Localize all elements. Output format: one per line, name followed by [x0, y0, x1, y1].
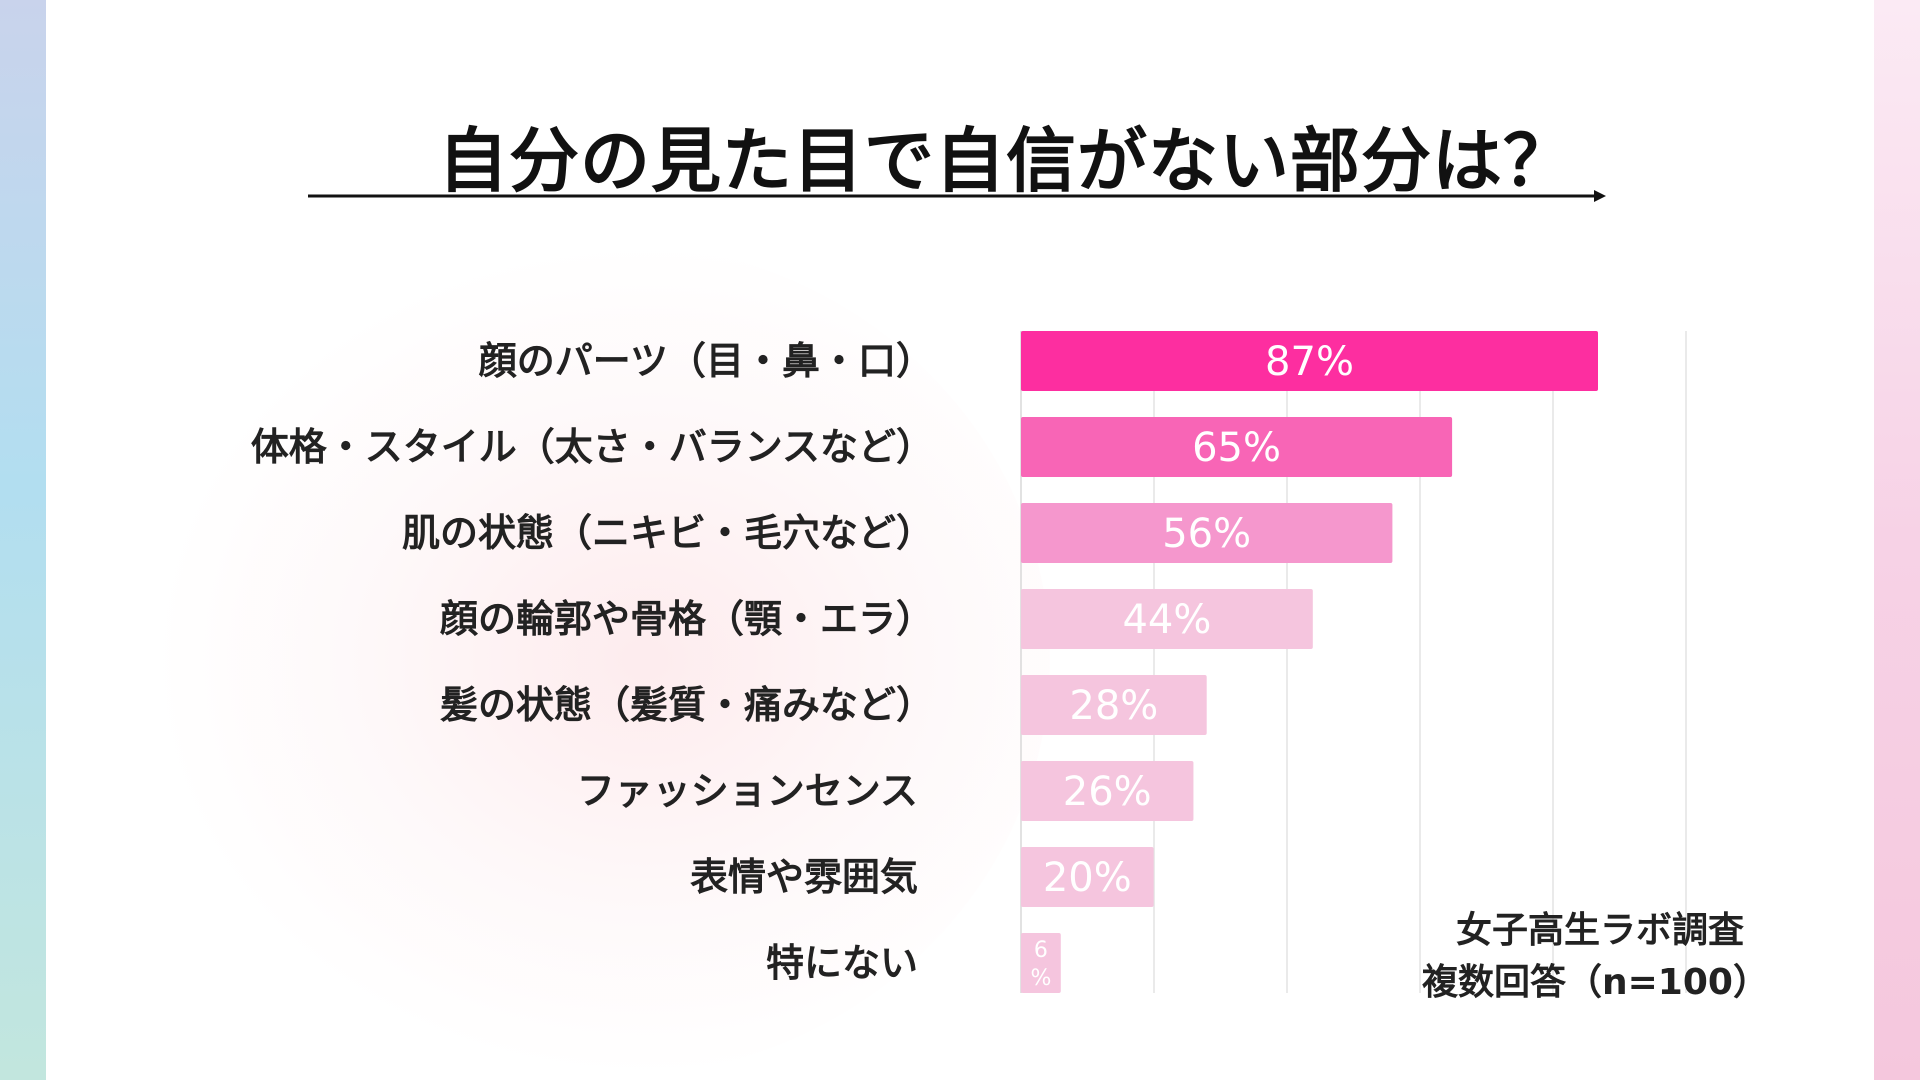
- page-title: 自分の見た目で自信がない部分は？: [438, 120, 1574, 202]
- bar-1: [1021, 417, 1453, 477]
- category-label-0: 顔のパーツ（目・鼻・口）: [479, 339, 934, 383]
- category-label-7: 特にない: [766, 941, 918, 985]
- category-label-4: 髪の状態（髪質・痛みなど）: [440, 683, 934, 727]
- left-gradient-edge: [0, 0, 46, 1080]
- source-line-1: 女子高生ラボ調査: [1456, 910, 1745, 951]
- value-label-1: 65%: [1192, 425, 1281, 471]
- value-label-5: 26%: [1063, 769, 1152, 815]
- bar-0: [1021, 331, 1598, 391]
- value-label-7: 6%: [1030, 938, 1051, 991]
- bar-2: [1021, 503, 1393, 563]
- bars: [1021, 331, 1598, 993]
- bar-4: [1021, 675, 1207, 735]
- value-label-4: 28%: [1069, 683, 1158, 729]
- category-label-5: ファッションセンス: [577, 769, 918, 813]
- bar-6: [1021, 847, 1154, 907]
- category-labels: 顔のパーツ（目・鼻・口） 体格・スタイル（太さ・バランスなど） 肌の状態（ニキビ・毛…: [251, 339, 934, 985]
- category-label-6: 表情や雰囲気: [690, 855, 918, 899]
- value-labels: 87% 65% 56% 44% 28% 26% 20% 6%: [1030, 339, 1354, 991]
- title-underline-arrow: [308, 190, 1606, 202]
- background-glow: [150, 240, 1050, 1080]
- bar-3: [1021, 589, 1313, 649]
- right-gradient-edge: [1874, 0, 1920, 1080]
- source-note: 女子高生ラボ調査 複数回答（n=100）: [1400, 905, 1800, 1009]
- bar-5: [1021, 761, 1194, 821]
- category-label-2: 肌の状態（ニキビ・毛穴など）: [402, 511, 934, 555]
- value-label-0: 87%: [1265, 339, 1354, 385]
- value-label-6: 20%: [1043, 855, 1132, 901]
- category-label-3: 顔の輪郭や骨格（顎・エラ）: [440, 597, 934, 641]
- source-line-2: 複数回答（n=100）: [1422, 962, 1769, 1003]
- bar-7: [1021, 933, 1061, 993]
- category-label-1: 体格・スタイル（太さ・バランスなど）: [251, 425, 934, 469]
- value-label-2: 56%: [1162, 511, 1251, 557]
- value-label-3: 44%: [1122, 597, 1211, 643]
